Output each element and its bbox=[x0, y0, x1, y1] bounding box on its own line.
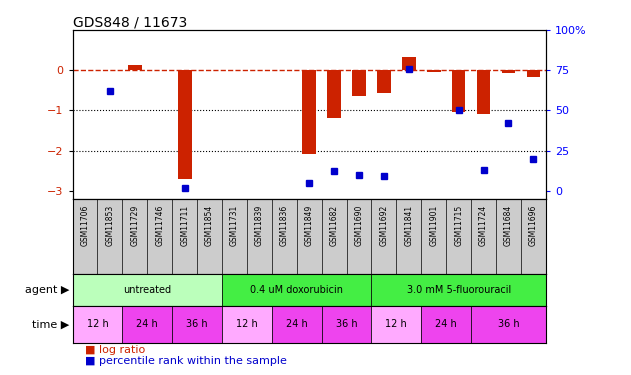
Text: GSM11901: GSM11901 bbox=[429, 205, 438, 246]
Bar bbox=[422, 306, 471, 343]
Text: 3.0 mM 5-fluorouracil: 3.0 mM 5-fluorouracil bbox=[406, 285, 510, 295]
Text: 12 h: 12 h bbox=[236, 320, 258, 329]
Bar bbox=[377, 70, 391, 93]
Text: GSM11682: GSM11682 bbox=[329, 205, 339, 246]
Text: GSM11696: GSM11696 bbox=[529, 205, 538, 246]
Bar bbox=[272, 199, 297, 274]
Bar bbox=[502, 70, 516, 74]
Bar bbox=[73, 274, 222, 306]
Bar bbox=[452, 70, 466, 112]
Bar bbox=[178, 70, 191, 178]
Bar bbox=[147, 199, 172, 274]
Text: 0.4 uM doxorubicin: 0.4 uM doxorubicin bbox=[251, 285, 343, 295]
Bar bbox=[302, 70, 316, 154]
Bar bbox=[128, 65, 142, 70]
Text: GSM11839: GSM11839 bbox=[255, 205, 264, 246]
Bar bbox=[197, 199, 222, 274]
Bar bbox=[272, 306, 322, 343]
Text: GSM11690: GSM11690 bbox=[355, 205, 363, 246]
Bar bbox=[172, 306, 222, 343]
Text: 36 h: 36 h bbox=[186, 320, 208, 329]
Bar bbox=[427, 70, 440, 72]
Text: 24 h: 24 h bbox=[286, 320, 307, 329]
Bar bbox=[322, 306, 372, 343]
Text: agent ▶: agent ▶ bbox=[25, 285, 69, 295]
Bar bbox=[372, 306, 422, 343]
Text: GSM11711: GSM11711 bbox=[180, 205, 189, 246]
Text: GSM11715: GSM11715 bbox=[454, 205, 463, 246]
Text: GSM11729: GSM11729 bbox=[131, 205, 139, 246]
Text: GSM11836: GSM11836 bbox=[280, 205, 289, 246]
Bar bbox=[346, 199, 372, 274]
Bar bbox=[471, 306, 546, 343]
Bar bbox=[122, 199, 147, 274]
Text: ■ log ratio: ■ log ratio bbox=[85, 345, 145, 355]
Text: GSM11849: GSM11849 bbox=[305, 205, 314, 246]
Text: 24 h: 24 h bbox=[435, 320, 457, 329]
Bar bbox=[322, 199, 346, 274]
Text: 36 h: 36 h bbox=[336, 320, 357, 329]
Bar bbox=[222, 306, 272, 343]
Bar bbox=[496, 199, 521, 274]
Text: 36 h: 36 h bbox=[498, 320, 519, 329]
Bar bbox=[352, 70, 366, 96]
Text: GSM11692: GSM11692 bbox=[379, 205, 389, 246]
Text: 12 h: 12 h bbox=[86, 320, 109, 329]
Text: GSM11841: GSM11841 bbox=[404, 205, 413, 246]
Text: GSM11731: GSM11731 bbox=[230, 205, 239, 246]
Text: 12 h: 12 h bbox=[386, 320, 407, 329]
Bar bbox=[422, 199, 446, 274]
Bar bbox=[402, 57, 416, 70]
Bar bbox=[327, 70, 341, 118]
Bar bbox=[73, 306, 122, 343]
Text: GDS848 / 11673: GDS848 / 11673 bbox=[73, 15, 187, 29]
Bar bbox=[172, 199, 197, 274]
Bar bbox=[471, 199, 496, 274]
Text: GSM11724: GSM11724 bbox=[479, 205, 488, 246]
Bar bbox=[122, 306, 172, 343]
Text: GSM11853: GSM11853 bbox=[105, 205, 114, 246]
Bar bbox=[372, 274, 546, 306]
Bar bbox=[446, 199, 471, 274]
Bar bbox=[97, 199, 122, 274]
Bar bbox=[372, 199, 396, 274]
Text: GSM11746: GSM11746 bbox=[155, 205, 164, 246]
Bar bbox=[247, 199, 272, 274]
Text: ■ percentile rank within the sample: ■ percentile rank within the sample bbox=[85, 356, 287, 366]
Text: GSM11706: GSM11706 bbox=[81, 205, 90, 246]
Text: GSM11684: GSM11684 bbox=[504, 205, 513, 246]
Bar bbox=[222, 199, 247, 274]
Bar bbox=[396, 199, 422, 274]
Bar bbox=[476, 70, 490, 114]
Text: 24 h: 24 h bbox=[136, 320, 158, 329]
Bar bbox=[526, 70, 540, 77]
Text: time ▶: time ▶ bbox=[32, 320, 69, 329]
Text: untreated: untreated bbox=[123, 285, 172, 295]
Bar bbox=[521, 199, 546, 274]
Bar bbox=[297, 199, 322, 274]
Bar bbox=[73, 199, 97, 274]
Text: GSM11854: GSM11854 bbox=[205, 205, 214, 246]
Bar bbox=[222, 274, 372, 306]
